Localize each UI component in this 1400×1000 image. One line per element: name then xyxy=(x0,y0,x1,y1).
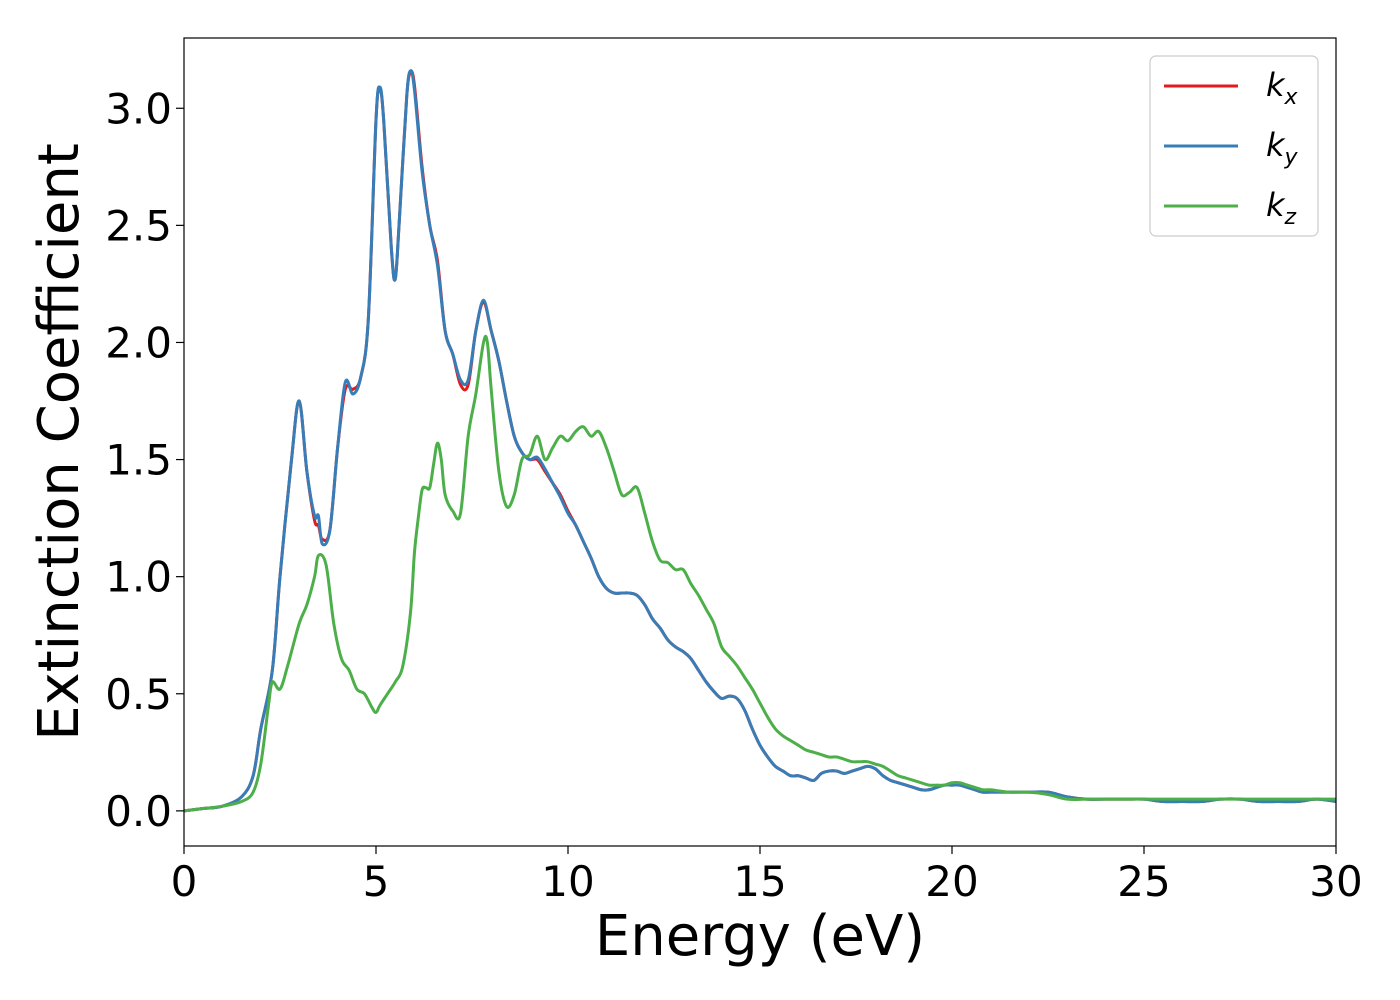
y-tick-label: 1.5 xyxy=(105,436,172,485)
legend-label-y: ky xyxy=(1266,126,1299,170)
x-tick-label: 20 xyxy=(925,857,978,906)
x-tick-label: 10 xyxy=(541,857,594,906)
y-axis-ticks: 0.0 0.5 1.0 1.5 2.0 2.5 3.0 xyxy=(105,84,184,836)
legend: kx ky kz xyxy=(1149,55,1319,237)
x-axis-ticks: 0 5 10 15 20 25 30 xyxy=(171,846,1363,906)
x-tick-label: 25 xyxy=(1117,857,1170,906)
x-tick-label: 30 xyxy=(1309,857,1362,906)
series-line-y xyxy=(184,69,1336,813)
x-axis-title: Energy (eV) xyxy=(595,904,925,969)
series-line-z xyxy=(184,334,1336,813)
y-tick-label: 3.0 xyxy=(105,84,172,133)
y-tick-label: 0.0 xyxy=(105,787,172,836)
x-tick-label: 15 xyxy=(733,857,786,906)
y-tick-label: 0.5 xyxy=(105,670,172,719)
y-tick-label: 2.0 xyxy=(105,318,172,367)
y-axis-title: Extinction Coefficient xyxy=(27,143,92,741)
legend-label-z: kz xyxy=(1266,186,1297,230)
legend-label-x: kx xyxy=(1266,66,1299,110)
x-tick-label: 5 xyxy=(363,857,390,906)
series-layer xyxy=(184,69,1336,813)
y-tick-label: 2.5 xyxy=(105,201,172,250)
x-tick-label: 0 xyxy=(171,857,198,906)
y-tick-label: 1.0 xyxy=(105,553,172,602)
